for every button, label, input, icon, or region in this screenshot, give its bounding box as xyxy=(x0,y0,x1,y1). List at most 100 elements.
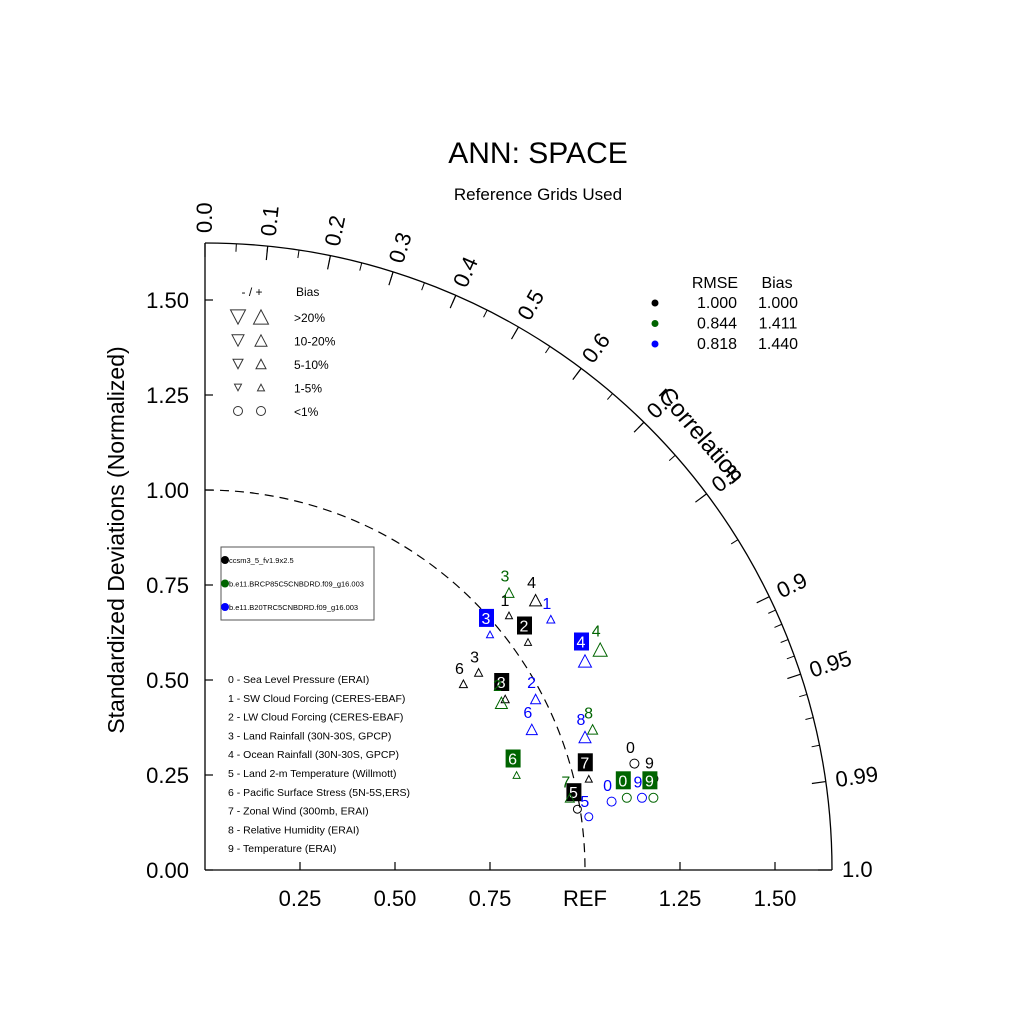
bias-legend-down-triangle xyxy=(232,335,244,346)
y-tick-label: 0.25 xyxy=(146,763,189,788)
bias-legend-down-triangle xyxy=(233,359,243,369)
data-point-marker xyxy=(579,731,591,742)
bias-legend-label: <1% xyxy=(294,405,319,419)
correlation-minor-tick xyxy=(774,624,781,627)
data-point-label: 6 xyxy=(455,661,464,678)
data-point-marker xyxy=(649,793,658,802)
data-point-label: 0 xyxy=(626,740,635,757)
correlation-major-tick xyxy=(266,246,267,260)
stats-header-bias: Bias xyxy=(761,275,792,292)
correlation-tick-label: 0.3 xyxy=(384,229,417,266)
correlation-major-tick xyxy=(450,295,456,308)
correlation-major-tick xyxy=(812,782,826,784)
data-point-label: 3 xyxy=(470,649,479,666)
data-point-label: 6 xyxy=(523,705,532,722)
data-point-label: 1 xyxy=(542,596,551,613)
correlation-minor-tick xyxy=(669,455,675,460)
case-legend-dot xyxy=(221,556,229,564)
correlation-minor-tick xyxy=(787,656,795,659)
stats-row-bias: 1.000 xyxy=(758,295,798,312)
x-tick-label: 1.25 xyxy=(659,886,702,911)
y-tick-label: 0.50 xyxy=(146,668,189,693)
correlation-minor-tick xyxy=(298,250,299,258)
correlation-minor-tick xyxy=(781,640,788,643)
data-point-marker xyxy=(593,643,607,656)
data-point-marker xyxy=(607,797,616,806)
stats-row-rmse: 0.818 xyxy=(697,336,737,353)
correlation-major-tick xyxy=(757,597,770,603)
correlation-tick-label: 0.4 xyxy=(448,253,483,291)
case-legend-dot xyxy=(221,580,229,588)
correlation-minor-tick xyxy=(607,394,612,400)
stats-row-dot xyxy=(652,300,659,307)
data-point-label: 8 xyxy=(584,705,593,722)
stats-header-rmse: RMSE xyxy=(692,275,738,292)
correlation-major-tick xyxy=(695,494,706,502)
x-tick-label: 1.50 xyxy=(754,886,797,911)
variable-list-item: 9 - Temperature (ERAI) xyxy=(228,843,336,855)
stats-row-rmse: 0.844 xyxy=(697,316,737,333)
chart-title: ANN: SPACE xyxy=(448,137,628,170)
data-point-label: 4 xyxy=(527,575,536,592)
stats-row-bias: 1.411 xyxy=(759,316,798,333)
variable-list-item: 8 - Relative Humidity (ERAI) xyxy=(228,824,359,836)
correlation-major-tick xyxy=(634,422,644,432)
bias-legend-down-triangle xyxy=(231,310,246,324)
data-point-label: 8 xyxy=(577,712,586,729)
bias-legend-bias-header: Bias xyxy=(296,285,319,299)
case-legend-name: ccsm3_5_fv1.9x2.5 xyxy=(229,556,294,565)
variable-list-item: 1 - SW Cloud Forcing (CERES-EBAF) xyxy=(228,693,405,705)
bias-legend-circle xyxy=(234,407,243,416)
correlation-minor-tick xyxy=(731,540,738,544)
correlation-tick-label: 0.1 xyxy=(256,204,284,237)
bias-legend-label: 1-5% xyxy=(294,382,322,396)
data-point-marker xyxy=(622,793,631,802)
bias-legend-sign-header: - / + xyxy=(241,285,262,299)
data-point-marker xyxy=(579,655,592,667)
stats-row-dot xyxy=(652,341,659,348)
variable-list-item: 4 - Ocean Rainfall (30N-30S, GPCP) xyxy=(228,749,399,761)
data-point-label: 0 xyxy=(618,773,627,790)
data-point-label: 2 xyxy=(493,678,502,695)
data-point-label: 5 xyxy=(580,794,589,811)
data-point-marker xyxy=(487,631,494,638)
data-point-label: 4 xyxy=(592,624,601,641)
case-legend-name: b.e11.B20TRC5CNBDRD.f09_g16.003 xyxy=(229,603,358,612)
data-point-marker xyxy=(506,612,513,619)
correlation-minor-tick xyxy=(805,718,813,720)
data-point-marker xyxy=(530,595,542,606)
correlation-tick-label: 0.9 xyxy=(773,567,811,603)
data-point-label: 7 xyxy=(580,755,589,772)
x-tick-label: 0.75 xyxy=(469,886,512,911)
correlation-minor-tick xyxy=(484,310,488,317)
data-point-marker xyxy=(585,813,593,821)
variable-list-item: 6 - Pacific Surface Stress (5N-5S,ERS) xyxy=(228,787,410,799)
y-tick-label: 1.00 xyxy=(146,478,189,503)
variable-list-item: 0 - Sea Level Pressure (ERAI) xyxy=(228,674,369,686)
data-point-label: 3 xyxy=(482,611,491,628)
correlation-minor-tick xyxy=(812,745,820,747)
bias-legend-up-triangle xyxy=(254,310,269,324)
data-point-marker xyxy=(475,669,483,677)
data-point-label: 3 xyxy=(501,569,510,586)
correlation-tick-label: 0.99 xyxy=(834,761,880,792)
variable-list-item: 5 - Land 2-m Temperature (Willmott) xyxy=(228,768,396,780)
bias-legend-circle xyxy=(257,407,266,416)
correlation-tick-label: 0.6 xyxy=(577,328,615,367)
correlation-minor-tick xyxy=(545,346,549,353)
correlation-minor-tick xyxy=(360,263,362,271)
y-tick-label: 1.50 xyxy=(146,288,189,313)
data-point-label: 2 xyxy=(520,619,529,636)
data-point-label: 9 xyxy=(645,773,654,790)
data-point-marker xyxy=(585,775,592,782)
x-tick-label: 0.25 xyxy=(279,886,322,911)
bias-legend-up-triangle xyxy=(255,335,267,346)
bias-legend-label: >20% xyxy=(294,311,325,325)
bias-legend-up-triangle xyxy=(258,384,265,391)
chart-subtitle: Reference Grids Used xyxy=(454,185,622,204)
bias-legend-down-triangle xyxy=(235,384,242,391)
data-point-marker xyxy=(525,639,532,646)
case-legend-name: b.e11.BRCP85C5CNBDRD.f09_g16.003 xyxy=(229,580,364,589)
